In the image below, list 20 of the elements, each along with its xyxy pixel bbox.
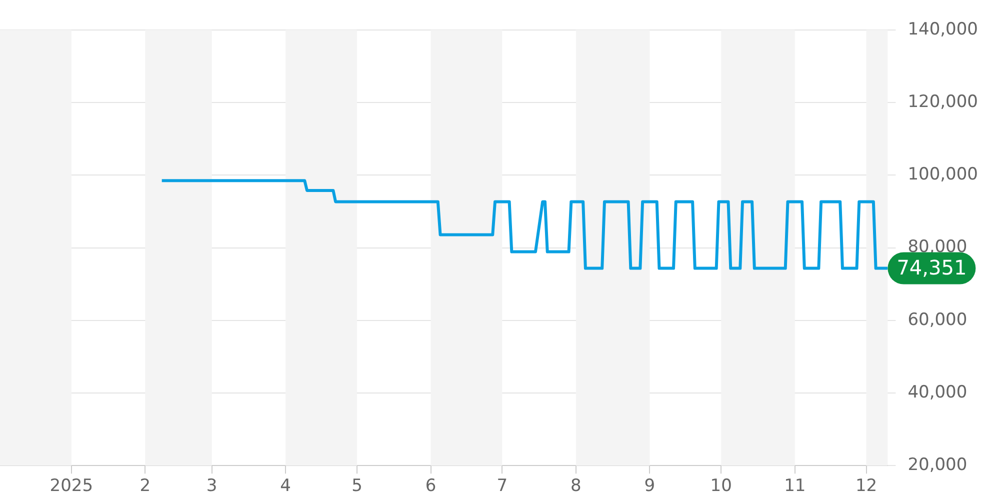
x-tick-label: 9 <box>644 476 656 496</box>
x-tick-label: 5 <box>352 476 362 496</box>
x-tick-label: 8 <box>570 476 582 496</box>
x-tick-label: 10 <box>710 476 732 496</box>
y-tick-label: 100,000 <box>908 164 978 185</box>
y-tick-label: 60,000 <box>908 310 968 330</box>
x-tick-label: 2 <box>140 476 151 496</box>
x-tick-label: 3 <box>206 476 218 496</box>
y-tick-label: 80,000 <box>908 237 968 258</box>
y-tick-label: 120,000 <box>908 92 978 112</box>
x-tick-label: 4 <box>280 476 291 496</box>
x-tick-label: 2025 <box>50 476 94 496</box>
y-tick-label: 40,000 <box>908 382 968 402</box>
x-tick-label: 6 <box>425 476 436 496</box>
y-tick-label: 140,000 <box>908 19 978 40</box>
x-tick-label: 12 <box>855 476 878 496</box>
annotation: 74,351 <box>896 256 967 280</box>
x-tick-label: 11 <box>784 476 806 496</box>
y-tick-label: 20,000 <box>908 455 968 476</box>
x-tick-label: 7 <box>496 476 508 496</box>
